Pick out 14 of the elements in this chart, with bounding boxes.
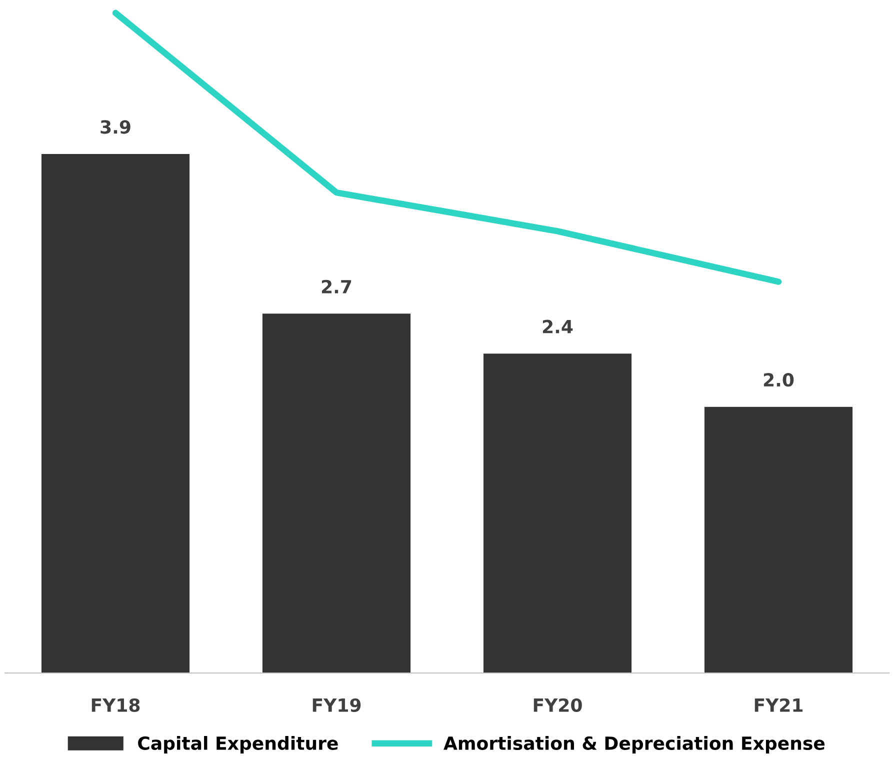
data-label: 3.9 [100,120,130,134]
bar [41,154,190,673]
x-tick-label: FY19 [312,698,361,712]
x-tick-label: FY20 [534,698,582,712]
bar [704,406,853,673]
legend-label: Amortisation & Depreciation Expense [444,736,825,754]
data-label: 2.7 [322,280,352,294]
data-label: 2.0 [764,373,794,387]
x-tick-label: FY18 [92,698,140,712]
x-tick-label: FY21 [754,698,803,712]
data-label: 2.4 [542,320,573,334]
bar [262,314,411,673]
bar [483,354,632,673]
legend-label: Capital Expenditure [138,736,338,754]
